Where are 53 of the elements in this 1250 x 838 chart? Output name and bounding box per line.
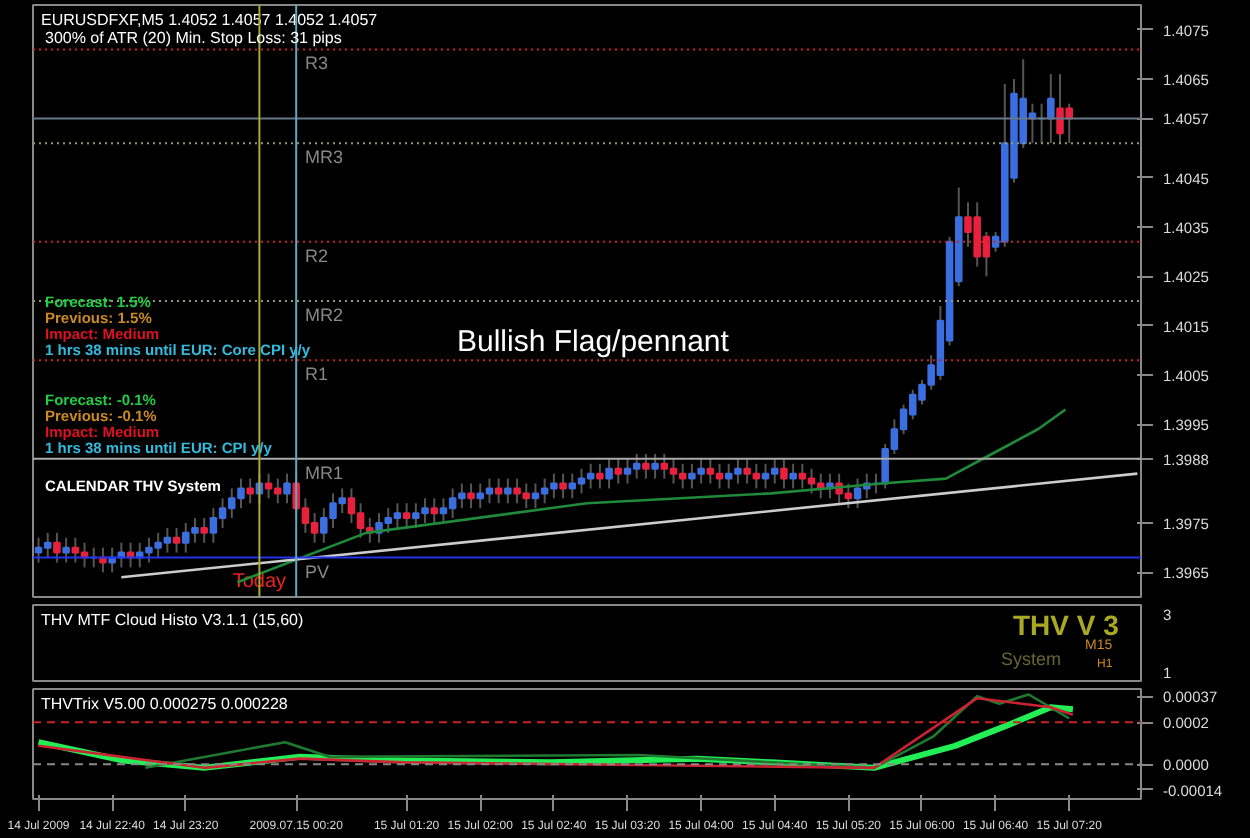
candlestick [669,457,678,485]
candlestick [798,462,807,490]
candlestick [770,457,779,485]
candlestick [614,457,623,485]
ref-line-label: MR3 [304,147,343,168]
candlestick [283,472,291,505]
candlestick [623,457,632,485]
ref-line-label: PV [304,561,329,582]
candlestick [71,536,80,564]
ref-line-label: R1 [304,364,328,385]
candlestick [596,462,604,490]
candlestick [209,507,218,544]
candlestick [310,512,319,544]
candlestick [706,457,715,485]
candlestick [53,531,61,564]
candlestick [678,462,687,490]
chart-title: THVTrix V5.00 0.000275 0.000228 [41,695,289,713]
candlestick [494,477,503,505]
candlestick [531,482,540,510]
candlestick [430,497,438,524]
candlestick [660,452,669,480]
candlestick [559,472,567,500]
candlestick [1047,73,1055,145]
ref-line-label: MR2 [304,305,343,325]
candlestick [504,477,512,505]
candlestick [632,452,641,480]
candlestick [642,452,650,480]
ref-line-label: MR1 [304,462,343,483]
ref-line-label: R3 [304,53,328,74]
text: System [1001,649,1062,669]
candlestick [347,487,356,524]
candlestick [780,457,788,490]
candlestick [246,477,254,505]
candlestick [789,462,797,490]
candlestick [200,517,208,544]
candlestick [577,467,586,495]
candlestick [761,462,770,490]
text: THV MTF Cloud Histo V3.1.1 (15,60) [41,611,304,629]
candlestick [605,457,613,490]
candlestick [62,536,70,564]
candlestick [172,526,181,554]
ref-line-label: R2 [304,245,328,266]
annotation: Bullish Flag/pennant [457,325,731,359]
candlestick [402,502,411,529]
candlestick [715,462,724,490]
candlestick [439,497,448,524]
candlestick [586,462,595,490]
candlestick [34,536,43,564]
candlestick [467,482,475,510]
candlestick [476,482,485,510]
candlestick [651,452,659,480]
candlestick [43,531,52,559]
text: THV V 3 [1013,609,1120,641]
